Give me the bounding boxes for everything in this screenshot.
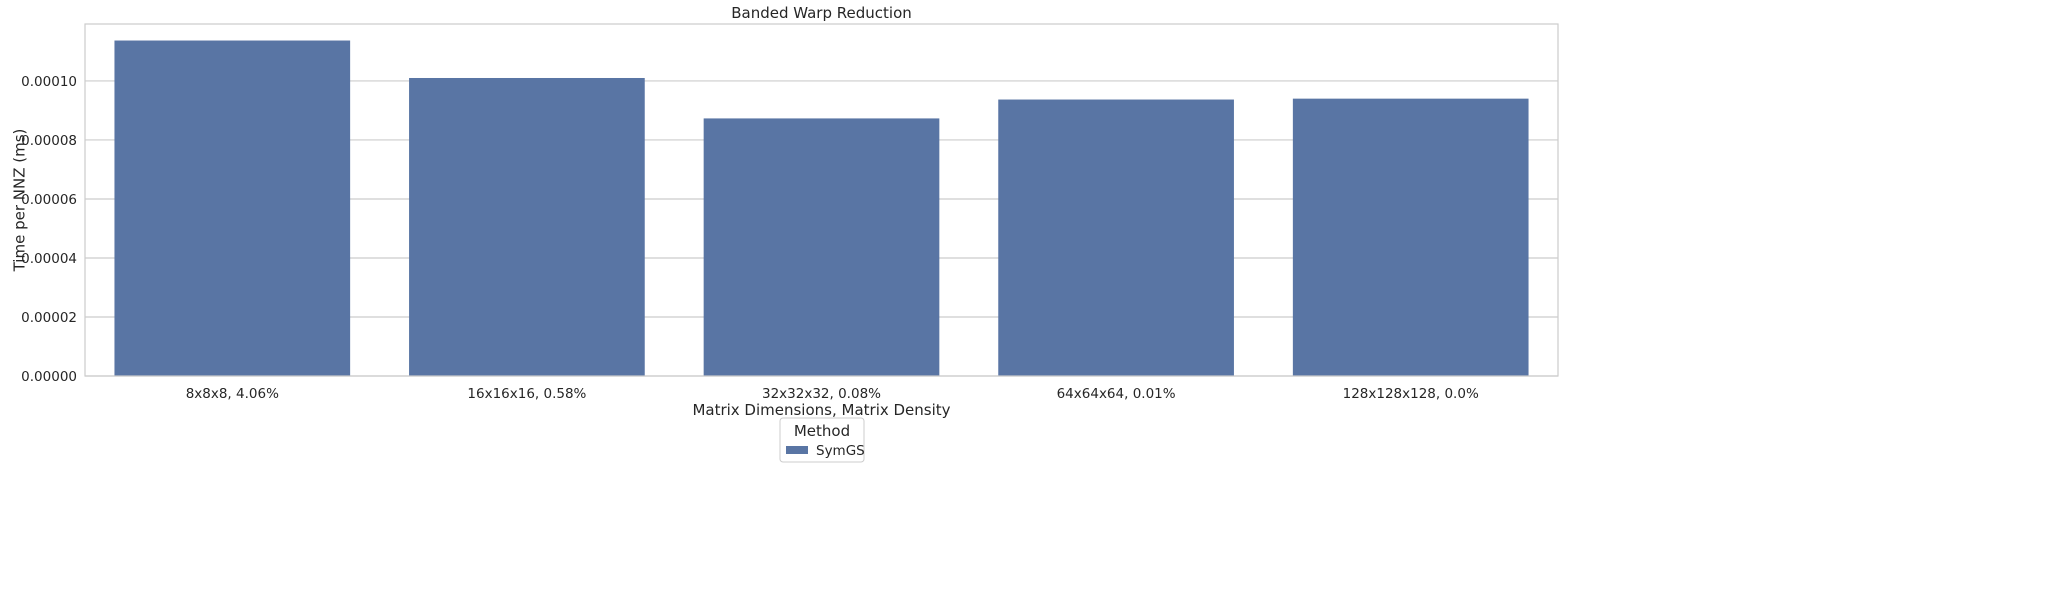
x-tick-labels: 8x8x8, 4.06% 16x16x16, 0.58% 32x32x32, 0.0…: [186, 386, 1479, 402]
plot-frame: [84, 23, 1559, 377]
bar: [703, 118, 940, 377]
y-tick-label: 0.00004: [21, 251, 77, 267]
x-tick-label: 64x64x64, 0.01%: [1057, 386, 1176, 402]
bar: [114, 40, 351, 377]
y-tick-label: 0.00002: [21, 310, 77, 326]
bar: [409, 77, 645, 377]
y-axis-label: Time per NNZ (ms): [10, 129, 28, 273]
x-tick-label: 32x32x32, 0.08%: [762, 386, 881, 402]
chart-title: Banded Warp Reduction: [731, 4, 912, 22]
legend: Method SymGS: [779, 417, 865, 463]
bar: [998, 99, 1234, 377]
x-tick-label: 8x8x8, 4.06%: [186, 386, 279, 402]
legend-swatch: [786, 446, 808, 454]
bars: [114, 40, 1529, 377]
y-tick-label: 0.00008: [21, 133, 77, 149]
x-tick-label: 16x16x16, 0.58%: [467, 386, 586, 402]
y-tick-label: 0.00006: [21, 192, 77, 208]
x-axis-label: Matrix Dimensions, Matrix Density: [692, 401, 950, 419]
bar: [1292, 98, 1529, 377]
y-tick-labels: 0.00000 0.00002 0.00004 0.00006 0.00008 0.000…: [21, 74, 77, 385]
x-tick-label: 128x128x128, 0.0%: [1343, 386, 1479, 402]
y-tick-label: 0.00010: [21, 74, 77, 90]
legend-title: Method: [794, 422, 850, 440]
y-tick-label: 0.00000: [21, 369, 77, 385]
legend-label: SymGS: [816, 443, 865, 459]
